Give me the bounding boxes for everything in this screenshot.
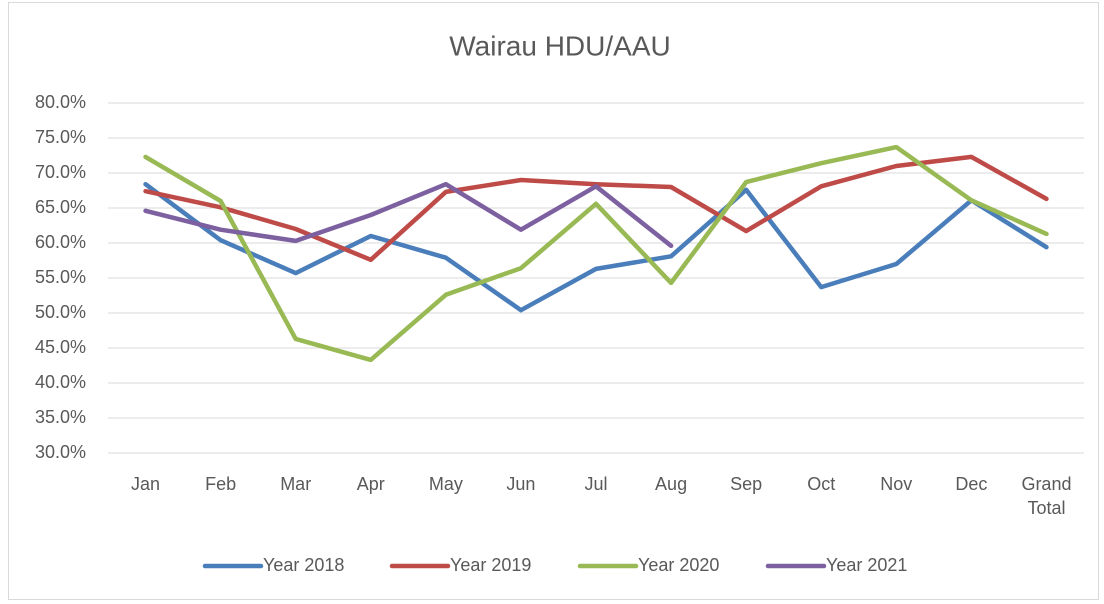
x-tick-label: Feb xyxy=(205,474,237,494)
x-tick-label: May xyxy=(428,474,463,494)
y-tick-label: 50.0% xyxy=(35,302,86,322)
x-tick-label: Nov xyxy=(880,474,913,494)
y-tick-label: 55.0% xyxy=(35,267,86,287)
legend-label: Year 2018 xyxy=(263,555,344,575)
x-tick-label: Apr xyxy=(356,474,385,494)
legend-label: Year 2019 xyxy=(450,555,531,575)
x-tick-label: Grand Total xyxy=(1021,474,1072,518)
y-tick-label: 70.0% xyxy=(35,162,86,182)
x-tick-label: Oct xyxy=(807,474,836,494)
x-tick-label: Jun xyxy=(506,474,536,494)
legend-label: Year 2021 xyxy=(826,555,907,575)
x-tick-label: Jan xyxy=(131,474,161,494)
y-tick-label: 65.0% xyxy=(35,197,86,217)
series-line xyxy=(143,144,1049,363)
y-tick-label: 60.0% xyxy=(35,232,86,252)
y-tick-label: 45.0% xyxy=(35,337,86,357)
chart-title: Wairau HDU/AAU xyxy=(449,30,670,61)
legend-label: Year 2020 xyxy=(638,555,719,575)
series-line xyxy=(143,181,1049,313)
series-line xyxy=(143,181,674,249)
y-tick-label: 75.0% xyxy=(35,127,86,147)
x-tick-label: Sep xyxy=(730,474,763,494)
y-tick-label: 40.0% xyxy=(35,372,86,392)
x-tick-label: Dec xyxy=(955,474,988,494)
y-tick-label: 30.0% xyxy=(35,442,86,462)
y-tick-label: 35.0% xyxy=(35,407,86,427)
y-tick-label: 80.0% xyxy=(35,92,86,112)
x-tick-label: Jul xyxy=(584,474,608,494)
x-tick-label: Aug xyxy=(655,474,688,494)
chart-border xyxy=(8,2,1099,600)
x-tick-label: Mar xyxy=(280,474,312,494)
